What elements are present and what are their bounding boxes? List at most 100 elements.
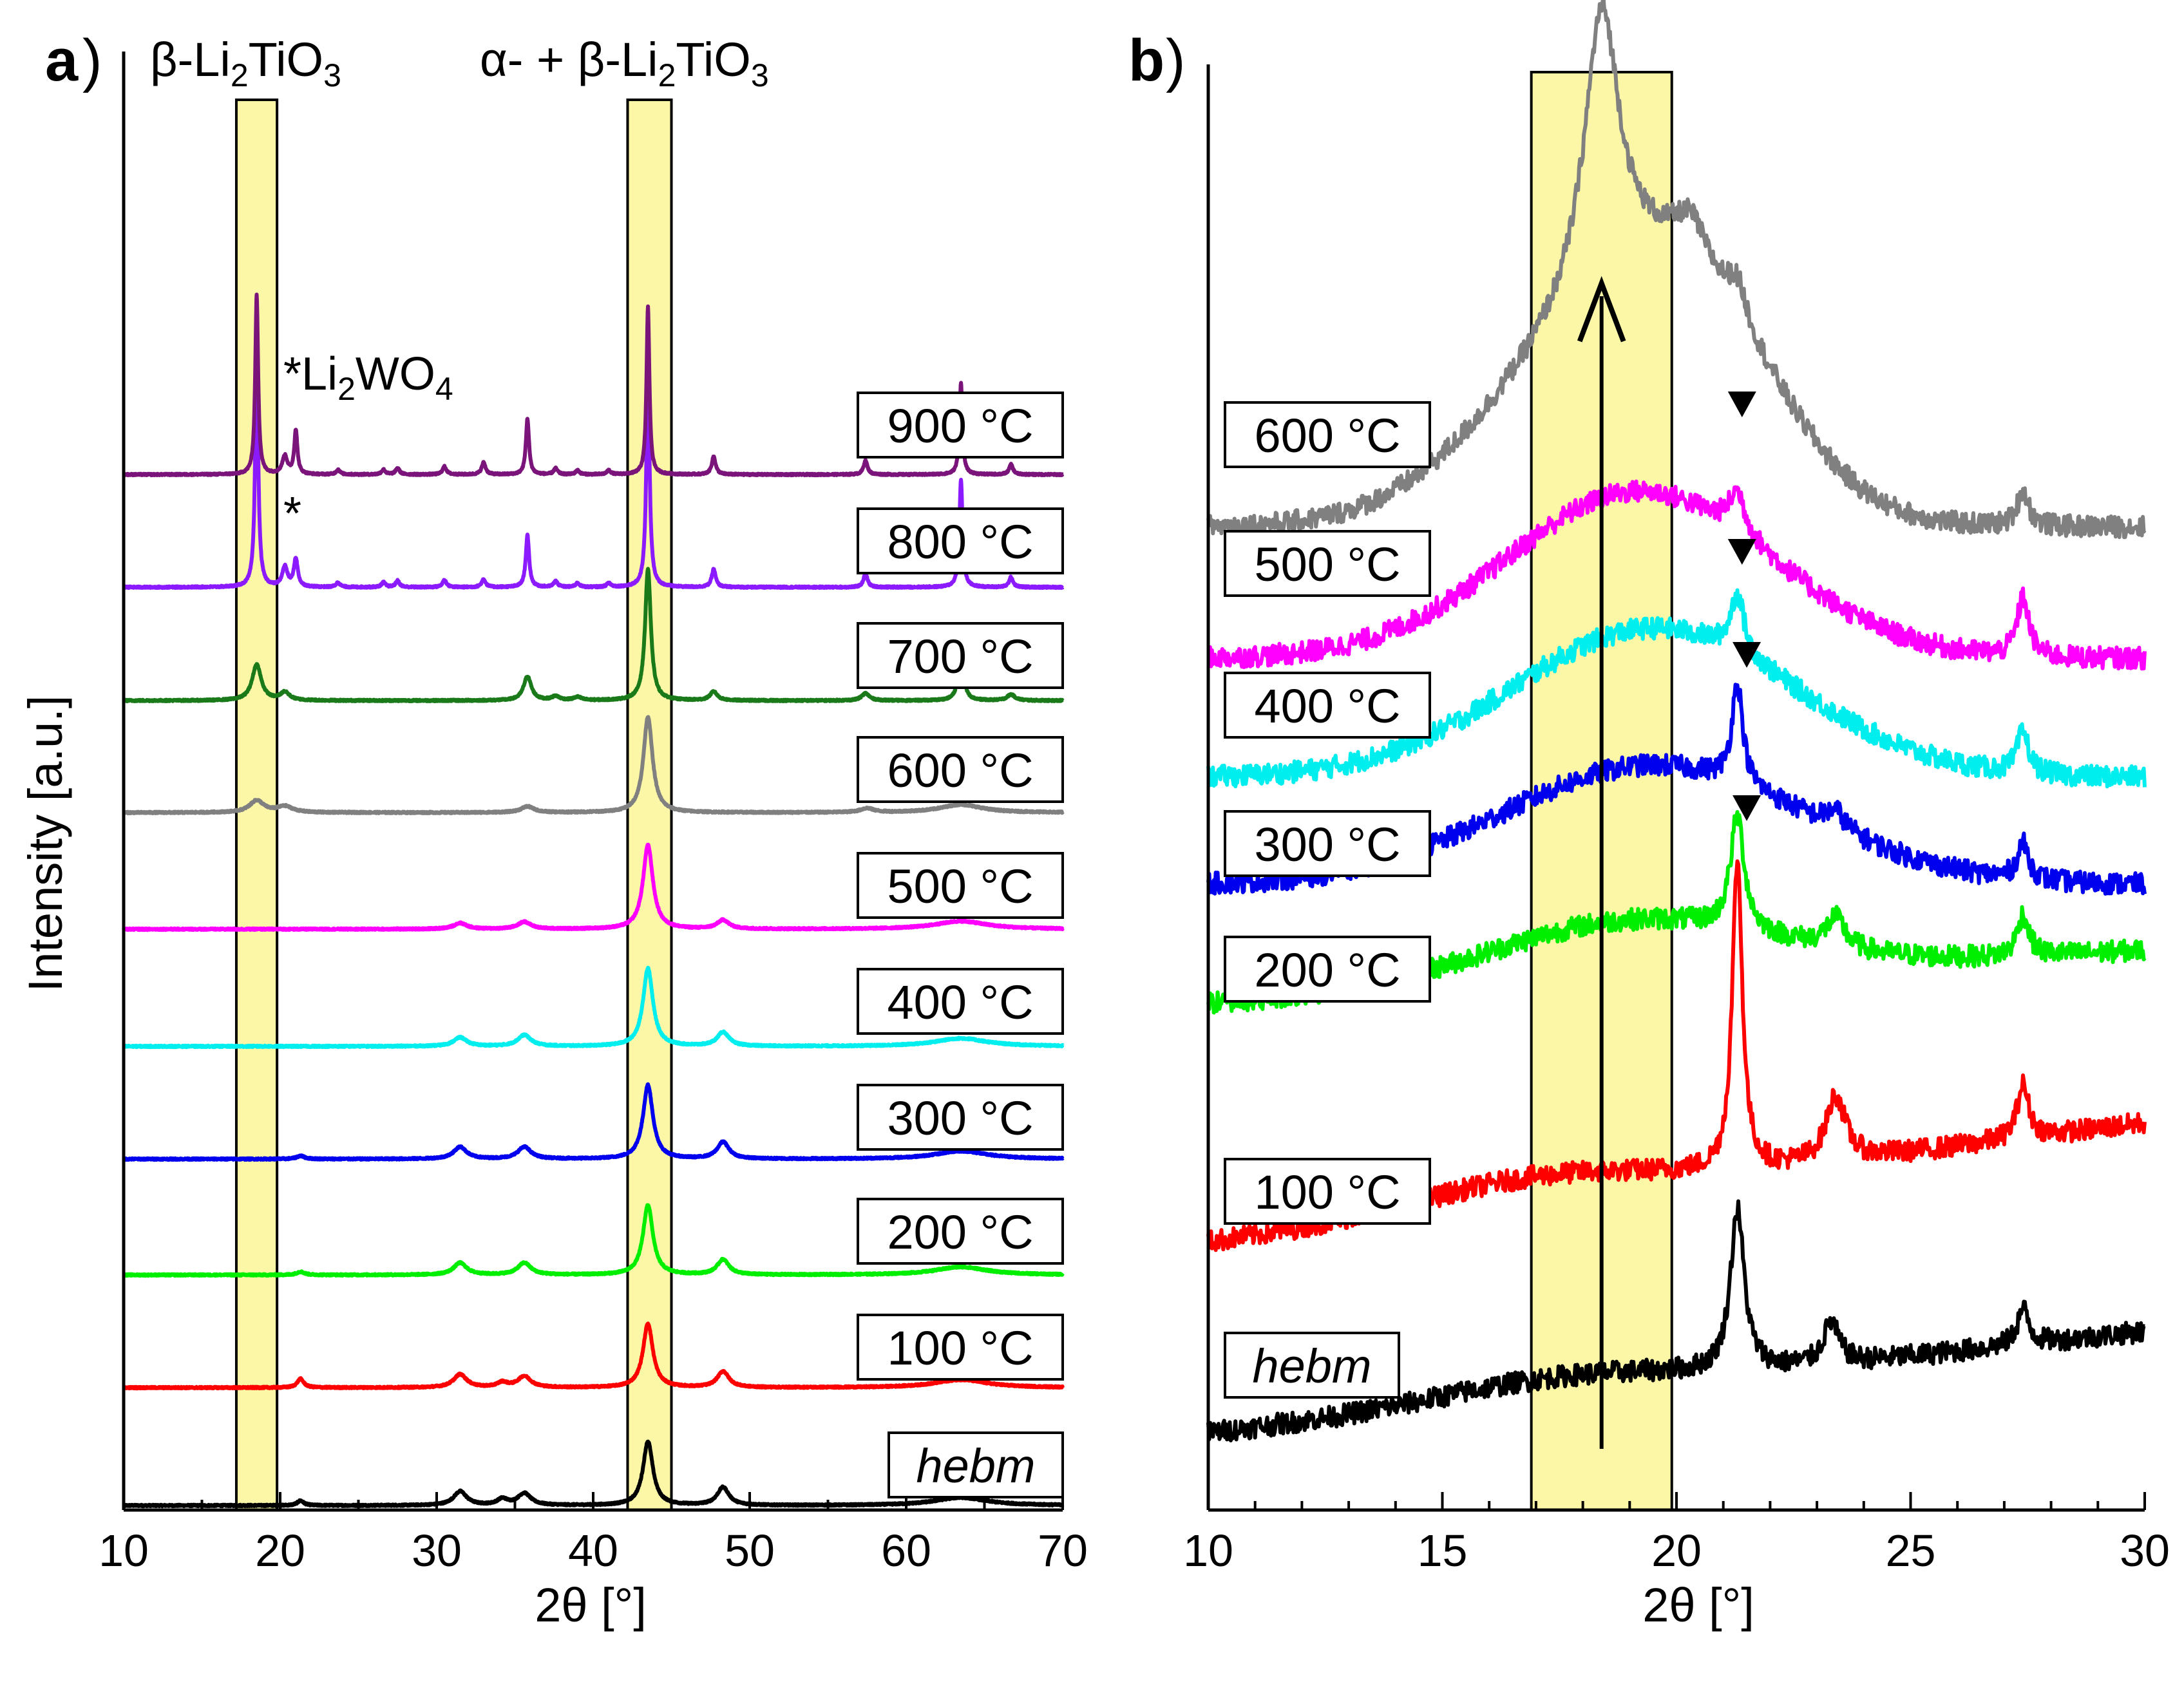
alpha-beta-annotation: α- + β-Li2TiO3: [480, 33, 769, 93]
panel-b-label: b: [1128, 28, 1164, 93]
li2wo4-annotation: *Li2WO4: [283, 348, 453, 407]
series-line-600C: [122, 715, 1065, 816]
panel-a-highlight-bands: [234, 99, 673, 1511]
series-label-box: [1224, 810, 1431, 877]
series-label-box: [857, 507, 1064, 574]
series-label-box: [1224, 1332, 1400, 1399]
panel-b-x-axis-title: 2θ [°]: [1642, 1578, 1754, 1632]
series-label-200C: 200 °C: [857, 1198, 1064, 1265]
series-label-text: 200 °C: [1254, 943, 1400, 997]
series-label-300C: 300 °C: [857, 1084, 1064, 1151]
series-label-box: [857, 1198, 1064, 1265]
series-label-500C: 500 °C: [857, 852, 1064, 919]
series-line-800C: [122, 361, 1065, 590]
panel-b-markers: [1727, 392, 1761, 821]
series-label-box: [857, 1314, 1064, 1381]
x-tick-label: 60: [881, 1525, 931, 1576]
series-label-900C: 900 °C: [857, 392, 1064, 458]
series-label-text: 400 °C: [1254, 679, 1400, 733]
series-label-700C: 700 °C: [857, 622, 1064, 689]
panel-b-label-paren: ): [1166, 28, 1186, 93]
series-line-500C: [122, 842, 1065, 932]
series-label-text: 700 °C: [887, 630, 1033, 683]
series-label-text: hebm: [916, 1439, 1035, 1493]
star-800-annotation: *: [283, 488, 301, 540]
series-label-box: [1224, 1158, 1431, 1225]
series-line-600C: [1206, 0, 2147, 540]
series-label-text: 500 °C: [887, 860, 1033, 913]
x-tick-label: 50: [725, 1525, 775, 1576]
panel-a-label: a: [45, 28, 79, 93]
series-label-box: [857, 622, 1064, 689]
x-tick-label: 30: [2120, 1525, 2170, 1576]
series-label-box: [1224, 530, 1431, 597]
arrow-head: [1577, 276, 1626, 343]
series-label-300C: 300 °C: [1224, 810, 1431, 877]
series-label-100C: 100 °C: [857, 1314, 1064, 1381]
series-line-400C: [122, 965, 1065, 1050]
panel-b-x-ticks: 10 15 20 25 30: [1183, 1492, 2170, 1576]
panel-a-y-axis-title: Intensity [a.u.]: [19, 695, 72, 992]
series-line-900C: [122, 292, 1065, 478]
series-label-text: hebm: [1252, 1339, 1371, 1393]
series-line-700C: [122, 567, 1065, 704]
series-label-box: [857, 968, 1064, 1035]
series-label-box: [888, 1431, 1064, 1498]
series-label-200C: 200 °C: [1224, 936, 1431, 1003]
series-label-text: 900 °C: [887, 399, 1033, 453]
series-label-text: 600 °C: [1254, 409, 1400, 462]
x-tick-label: 40: [568, 1525, 618, 1576]
series-label-box: [857, 736, 1064, 803]
panel-b: 10 15 20 25 30 hebm 100 °C 200 °C 300 °C 400 °C 5…: [1128, 0, 2170, 1632]
series-label-text: 800 °C: [887, 515, 1033, 569]
panel-a-label-paren: ): [82, 28, 102, 93]
panel-b-axes: [1206, 64, 2145, 1512]
x-tick-label: 25: [1886, 1525, 1936, 1576]
series-label-box: [1224, 401, 1431, 468]
series-line-hebm: [1206, 1199, 2146, 1442]
series-label-box: [1224, 672, 1431, 739]
series-label-hebm: hebm: [888, 1431, 1064, 1498]
series-label-400C: 400 °C: [857, 968, 1064, 1035]
series-label-text: 100 °C: [887, 1321, 1033, 1375]
x-tick-label: 20: [1651, 1525, 1702, 1576]
series-line-400C: [1206, 588, 2147, 789]
series-label-text: 400 °C: [887, 976, 1033, 1029]
x-tick-label: 15: [1418, 1525, 1468, 1576]
panel-a-x-ticks: 10 20 30 40 50 60 70: [99, 1492, 1088, 1576]
x-tick-label: 10: [1183, 1525, 1233, 1576]
series-label-text: 500 °C: [1254, 538, 1400, 591]
series-line-100C: [122, 1321, 1065, 1391]
triangle-down-marker: [1733, 642, 1761, 668]
triangle-down-marker: [1733, 795, 1761, 821]
series-label-hebm: hebm: [1224, 1332, 1400, 1399]
series-label-100C: 100 °C: [1224, 1158, 1431, 1225]
series-label-text: 600 °C: [887, 744, 1033, 797]
triangle-down-marker: [1727, 539, 1756, 565]
x-tick-label: 30: [412, 1525, 462, 1576]
series-label-text: 300 °C: [887, 1091, 1033, 1145]
series-label-600C: 600 °C: [857, 736, 1064, 803]
series-label-600C: 600 °C: [1224, 401, 1431, 468]
series-label-box: [857, 1084, 1064, 1151]
series-label-box: [857, 392, 1064, 458]
panel-b-arrow: [1577, 276, 1626, 1449]
series-label-text: 200 °C: [887, 1205, 1033, 1259]
panel-a-x-axis-title: 2θ [°]: [535, 1578, 647, 1632]
series-label-text: 100 °C: [1254, 1166, 1400, 1219]
x-tick-label: 20: [255, 1525, 305, 1576]
panel-b-series-labels: hebm 100 °C 200 °C 300 °C 400 °C 500 °C 600 °C: [1224, 401, 1431, 1399]
beta-annotation: β-Li2TiO3: [150, 33, 341, 93]
series-line-500C: [1206, 479, 2147, 671]
series-label-500C: 500 °C: [1224, 530, 1431, 597]
series-label-text: 300 °C: [1254, 818, 1400, 871]
x-tick-label: 70: [1038, 1525, 1088, 1576]
series-line-300C: [122, 1082, 1065, 1162]
series-label-box: [1224, 936, 1431, 1003]
series-line-200C: [122, 1203, 1065, 1278]
x-tick-label: 10: [99, 1525, 149, 1576]
series-label-800C: 800 °C: [857, 507, 1064, 574]
series-label-400C: 400 °C: [1224, 672, 1431, 739]
panel-a: 10 20 30 40 50 60 70 hebm 100 °C 200 °C 300 °C 400…: [19, 28, 1088, 1632]
